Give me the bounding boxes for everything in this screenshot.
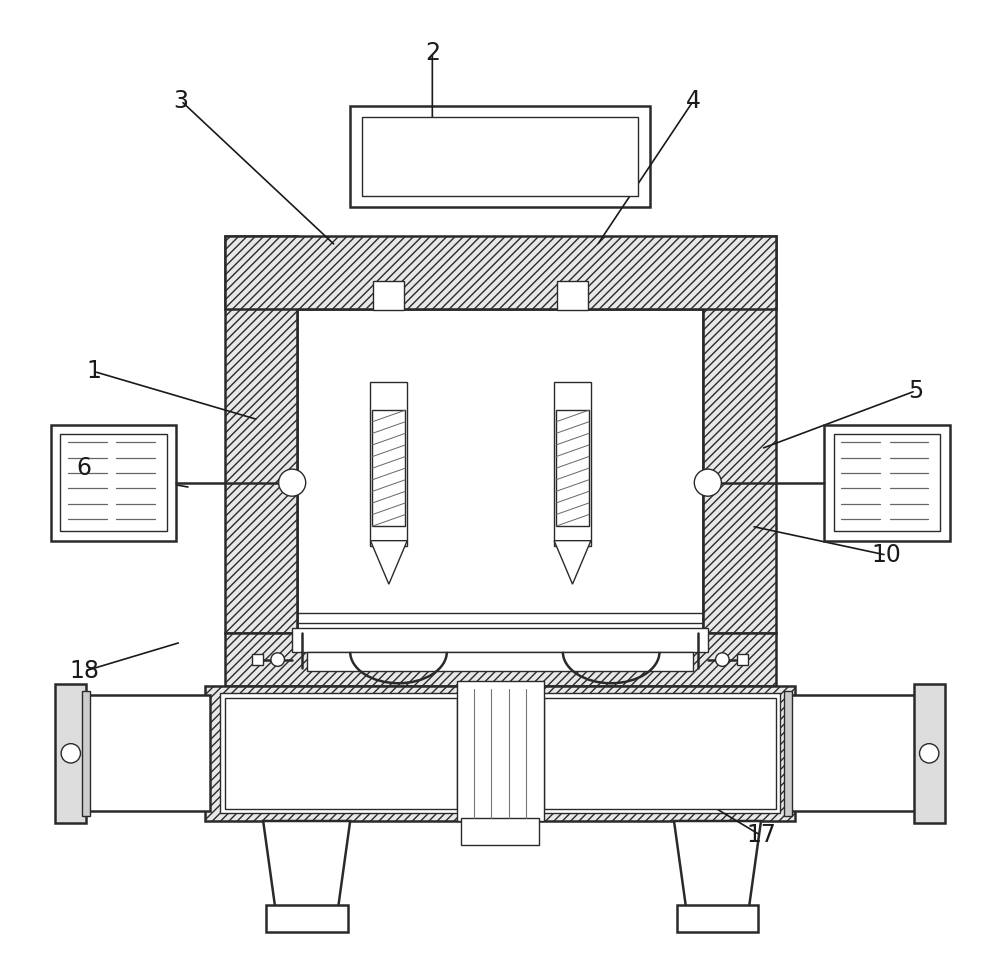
Bar: [372, 410, 405, 526]
Circle shape: [694, 469, 721, 496]
Bar: [373, 281, 404, 310]
Bar: [737, 654, 748, 665]
Bar: [225, 236, 297, 633]
Bar: [225, 698, 456, 809]
Polygon shape: [554, 541, 591, 584]
Bar: [51, 425, 176, 541]
Bar: [824, 425, 950, 541]
Bar: [292, 628, 708, 652]
Polygon shape: [370, 541, 407, 584]
Bar: [252, 654, 263, 665]
Circle shape: [716, 653, 729, 666]
Bar: [557, 281, 588, 310]
Text: 4: 4: [686, 89, 701, 113]
Text: 2: 2: [425, 41, 440, 64]
Bar: [784, 690, 792, 816]
Text: 3: 3: [174, 89, 189, 113]
Bar: [677, 905, 758, 932]
Circle shape: [920, 744, 939, 763]
Text: 17: 17: [746, 824, 776, 847]
Bar: [205, 685, 795, 821]
Bar: [544, 698, 776, 809]
Bar: [461, 818, 539, 845]
Bar: [220, 693, 780, 813]
Circle shape: [61, 744, 80, 763]
Bar: [556, 410, 589, 526]
Bar: [225, 236, 776, 309]
Bar: [834, 434, 940, 531]
Bar: [266, 905, 348, 932]
Text: 18: 18: [69, 659, 99, 683]
Bar: [307, 652, 693, 671]
Bar: [370, 382, 407, 545]
Text: 5: 5: [908, 379, 923, 403]
Bar: [554, 382, 591, 545]
Bar: [703, 236, 776, 633]
Bar: [350, 105, 650, 207]
Bar: [297, 309, 703, 633]
Bar: [362, 117, 638, 196]
Bar: [225, 633, 776, 685]
Text: 6: 6: [77, 456, 92, 480]
Bar: [82, 690, 90, 816]
Bar: [914, 683, 945, 823]
Text: 1: 1: [87, 360, 101, 383]
Bar: [790, 695, 916, 811]
Bar: [55, 683, 86, 823]
Circle shape: [279, 469, 306, 496]
Bar: [457, 681, 544, 821]
Polygon shape: [674, 821, 761, 908]
Bar: [60, 434, 166, 531]
Text: 10: 10: [872, 543, 902, 567]
Bar: [84, 695, 210, 811]
Polygon shape: [263, 821, 350, 908]
Circle shape: [271, 653, 284, 666]
